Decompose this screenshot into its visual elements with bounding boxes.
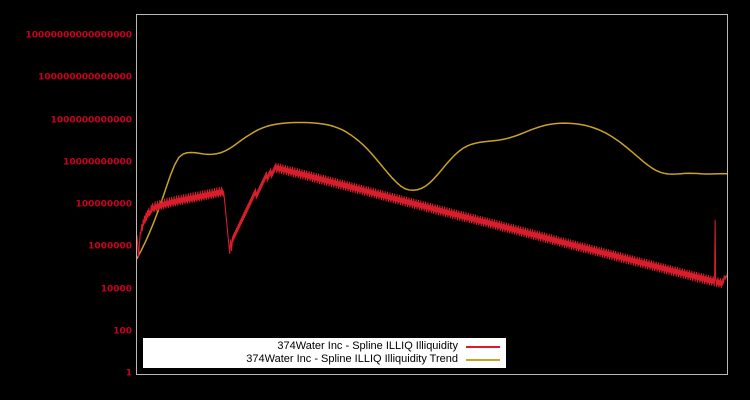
legend-swatch-illiquidity-trend <box>466 358 500 361</box>
plot-svg <box>137 121 727 289</box>
legend-entry-illiquidity[interactable]: 374Water Inc - Spline ILLIQ Illiquidity <box>147 340 502 353</box>
y-axis-tick-label: 1000000 <box>88 241 132 252</box>
series-group-illiquidity <box>137 162 727 289</box>
series-group-illiquidity-trend <box>137 121 727 260</box>
legend-entry-illiquidity-trend[interactable]: 374Water Inc - Spline ILLIQ Illiquidity … <box>147 353 502 366</box>
y-axis-tick-label: 10000000000000000 <box>25 30 132 41</box>
legend-swatch-illiquidity <box>466 345 500 348</box>
y-axis-tick-label: 10000000000 <box>63 157 132 168</box>
y-axis-tick-label: 100 <box>113 326 132 337</box>
legend-entry-illiquidity-trend-label: 374Water Inc - Spline ILLIQ Illiquidity … <box>246 353 458 365</box>
y-axis-tick-label: 100000000000000 <box>38 72 132 83</box>
y-axis-tick-labels: 10000000000000000 100000000000000 10000000… <box>0 0 132 400</box>
y-axis-tick-label: 1000000000000 <box>50 115 132 126</box>
series-line-illiquidity-trend <box>137 121 727 260</box>
y-axis-tick-label: 10000 <box>100 284 132 295</box>
legend-entry-illiquidity-label: 374Water Inc - Spline ILLIQ Illiquidity <box>277 340 458 352</box>
series-line-illiquidity <box>137 162 727 289</box>
chart-legend: 374Water Inc - Spline ILLIQ Illiquidity … <box>142 337 507 369</box>
plot-area <box>136 14 728 375</box>
y-axis-tick-label: 100000000 <box>75 199 132 210</box>
y-axis-tick-label: 1 <box>125 368 132 379</box>
